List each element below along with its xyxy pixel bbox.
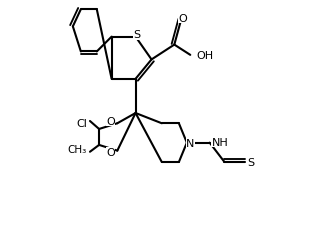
Text: O: O (106, 147, 115, 157)
Text: NH: NH (211, 137, 228, 147)
Text: N: N (186, 138, 195, 148)
Text: O: O (106, 116, 115, 126)
Text: S: S (247, 157, 255, 167)
Text: CH₃: CH₃ (67, 145, 86, 155)
Text: OH: OH (196, 51, 213, 61)
Text: O: O (178, 14, 187, 24)
Text: S: S (133, 30, 140, 40)
Text: Cl: Cl (77, 119, 88, 129)
